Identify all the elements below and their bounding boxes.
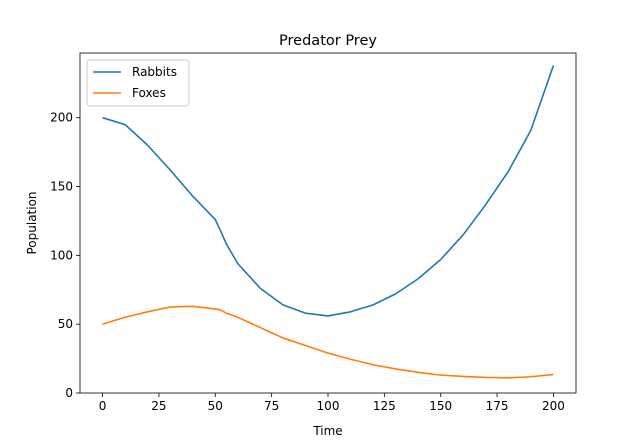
x-axis-ticks: 0 25 50 75 100 125 150 175 200 <box>99 393 565 413</box>
x-tick-label: 175 <box>486 399 509 413</box>
x-tick-label: 25 <box>151 399 166 413</box>
legend: Rabbits Foxes <box>86 59 190 107</box>
y-tick-label: 50 <box>58 317 73 331</box>
x-tick-label: 125 <box>373 399 396 413</box>
chart-title: Predator Prey <box>279 33 377 49</box>
x-tick-label: 150 <box>429 399 452 413</box>
y-tick-label: 0 <box>65 386 73 400</box>
y-axis-ticks: 0 50 100 150 200 <box>50 111 80 400</box>
x-tick-label: 50 <box>208 399 223 413</box>
series-lines <box>102 65 555 379</box>
x-tick-label: 100 <box>317 399 340 413</box>
series-line-rabbits <box>102 65 555 317</box>
series-line-foxes <box>102 305 554 379</box>
y-tick-label: 150 <box>50 180 73 194</box>
x-tick-label: 200 <box>542 399 565 413</box>
x-tick-label: 0 <box>99 399 107 413</box>
x-axis-label: Time <box>312 424 342 438</box>
y-axis-label: Population <box>25 191 39 254</box>
legend-entry-label: Rabbits <box>132 65 177 79</box>
y-tick-label: 100 <box>50 248 73 262</box>
x-tick-label: 75 <box>264 399 279 413</box>
plot-area <box>79 52 577 394</box>
legend-entry-label: Foxes <box>132 86 166 100</box>
y-tick-label: 200 <box>50 111 73 125</box>
